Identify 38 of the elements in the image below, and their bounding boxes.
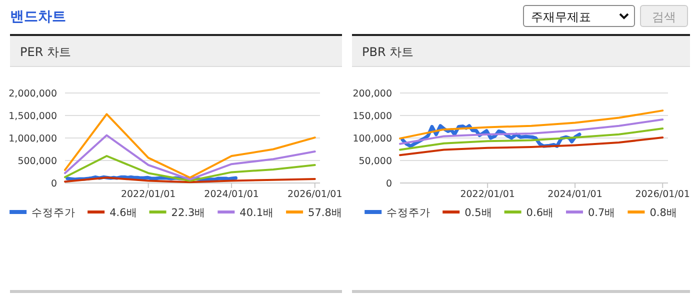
text: 밴드차트 — [10, 8, 66, 26]
y-tick-label: 1,000,000 — [8, 134, 57, 144]
x-tick-label: 2022/01/01 — [120, 189, 176, 200]
y-tick-label: 0 — [50, 178, 57, 190]
line-series — [64, 134, 316, 180]
x-tick-label: 2024/01/01 — [548, 189, 602, 200]
y-tick-label: 100,000 — [352, 134, 392, 144]
legend-label: 4.6배 — [110, 207, 138, 219]
y-tick-label: 500,000 — [18, 156, 57, 167]
line-series — [399, 128, 664, 151]
x-tick-label: 2026/01/01 — [635, 189, 690, 200]
legend-label: 수정주가 — [386, 207, 431, 219]
y-tick-label: 1,500,000 — [8, 111, 57, 122]
line-series — [64, 113, 316, 179]
x-tick-label: 2024/01/01 — [204, 189, 259, 200]
line-series — [64, 155, 316, 182]
legend-label: 0.6배 — [526, 207, 554, 219]
x-tick-label: 2022/01/01 — [460, 189, 515, 200]
chart-title: PBR 차트 — [362, 44, 414, 61]
y-tick-label: 150,000 — [352, 111, 392, 122]
line-series — [399, 118, 664, 145]
line-series — [399, 110, 664, 140]
legend-label: 57.8배 — [308, 207, 342, 219]
legend-label: 0.8배 — [650, 207, 678, 219]
y-tick-label: 50,000 — [358, 156, 392, 167]
legend-label: 40.1배 — [240, 207, 274, 219]
y-tick-label: 200,000 — [352, 88, 392, 100]
legend-label: 수정주가 — [32, 207, 76, 219]
legend-label: 0.7배 — [588, 207, 616, 219]
x-tick-label: 2026/01/01 — [287, 189, 342, 200]
legend-label: 22.3배 — [171, 207, 206, 219]
legend-label: 0.5배 — [464, 207, 492, 219]
line-series — [399, 136, 664, 156]
text: 주재무제표 — [531, 9, 591, 26]
chart-title: PER 차트 — [20, 44, 71, 61]
y-tick-label: 2,000,000 — [8, 88, 57, 100]
text: 검색 — [651, 9, 677, 26]
y-tick-label: 0 — [386, 178, 392, 190]
